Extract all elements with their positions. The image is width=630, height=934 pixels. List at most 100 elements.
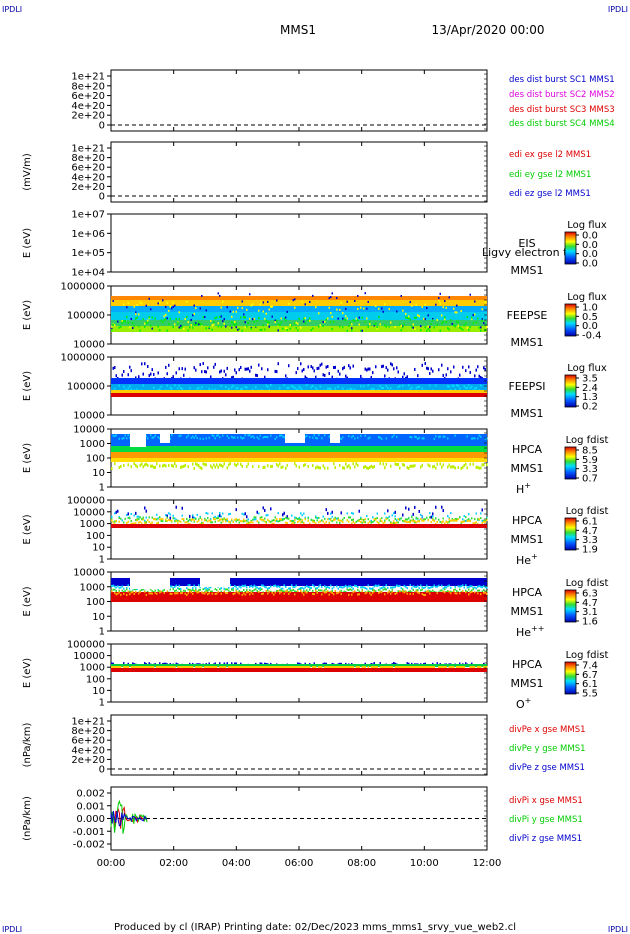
x-tick-label: 08:00 — [347, 858, 376, 869]
instrument-label: HPCA — [512, 658, 543, 671]
x-tick-label: 12:00 — [473, 858, 502, 869]
colorbar-tick-label: 3.3 — [582, 535, 598, 546]
colorbar-tick-label: 0.5 — [582, 312, 598, 323]
instrument-label: HPCA — [512, 443, 543, 456]
colorbar-tick-label: -0.4 — [582, 331, 602, 342]
legend-entry: des dist burst SC2 MMS2 — [509, 90, 615, 100]
colorbar-title: Log fdist — [566, 435, 609, 446]
colorbar — [564, 446, 577, 480]
colorbar-tick-label: 6.1 — [582, 679, 598, 690]
y-tick-label: 8e+20 — [71, 726, 105, 737]
y-tick-label: 100000 — [67, 311, 105, 322]
y-tick-label: -0.001 — [73, 827, 105, 838]
panel-frame — [110, 499, 488, 560]
colorbar-title: Log flux — [567, 220, 607, 231]
figure-datetime: 13/Apr/2020 00:00 — [431, 23, 544, 37]
y-tick-label: 1 — [99, 698, 105, 709]
panel-5: 1000000 100000 10000 E (eV) FEEPSI MMS1 Log fl… — [22, 353, 607, 422]
spectrogram-content — [111, 505, 488, 528]
spectrogram-content — [111, 662, 488, 672]
legend-entry: des dist burst SC1 MMS1 — [509, 75, 615, 85]
y-tick-label: 1000 — [80, 519, 105, 530]
y-tick-label: 1 — [99, 483, 105, 494]
legend-entry: divPe y gse MMS1 — [509, 744, 586, 754]
spacecraft-label: MMS1 — [511, 533, 544, 546]
y-axis-label: (nPa/km) — [22, 796, 33, 841]
y-tick-label: 6e+20 — [71, 163, 105, 174]
spectrogram-content — [111, 292, 488, 332]
colorbar-tick-label: 0.0 — [582, 249, 598, 260]
y-axis-label: E (eV) — [22, 443, 33, 473]
y-axis-label: E (eV) — [22, 586, 33, 616]
y-tick-label: 2e+20 — [71, 182, 105, 193]
y-tick-label: 0.002 — [76, 789, 105, 800]
y-tick-label: 100000 — [67, 382, 105, 393]
x-tick-label: 06:00 — [285, 858, 314, 869]
spectrogram-content — [111, 362, 488, 397]
y-tick-label: 1e+04 — [71, 268, 105, 279]
colorbar-tick-label: 3.3 — [582, 464, 598, 475]
colorbar-tick-label: 5.5 — [582, 689, 598, 700]
y-tick-label: 1e+21 — [71, 144, 105, 155]
instrument-label: EIS — [518, 237, 535, 250]
panel-8: 10000 1000 100 10 1 E (eV) HPCA MMS1 He++ Log fdi… — [22, 568, 608, 640]
y-tick-label: 10 — [92, 468, 105, 479]
y-tick-label: 4e+20 — [71, 101, 105, 112]
y-tick-label: 1000000 — [60, 282, 105, 293]
y-tick-label: 1e+05 — [71, 248, 105, 259]
spacecraft-label: MMS1 — [511, 677, 544, 690]
x-tick-label: 02:00 — [159, 858, 188, 869]
colorbar — [564, 661, 577, 695]
colorbar-tick-label: 0.0 — [582, 240, 598, 251]
y-tick-label: 10000 — [73, 651, 105, 662]
y-tick-label: 8e+20 — [71, 81, 105, 92]
y-tick-label: -0.002 — [73, 840, 105, 851]
panel-frame — [110, 213, 488, 273]
y-tick-label: 10 — [92, 612, 105, 623]
y-tick-label: 100 — [86, 454, 105, 465]
colorbar-tick-label: 4.7 — [582, 526, 598, 537]
instrument-label: HPCA — [512, 514, 543, 527]
colorbar-tick-label: 0.7 — [582, 474, 598, 485]
colorbar-tick-label: 0.2 — [582, 402, 598, 413]
panel-frame — [110, 714, 488, 776]
colorbar-tick-label: 0.0 — [582, 321, 598, 332]
y-tick-label: 2e+20 — [71, 111, 105, 122]
corner-label-bottom-left: IPDLI — [2, 925, 22, 934]
colorbar — [564, 517, 577, 551]
y-tick-label: 1 — [99, 627, 105, 638]
colorbar — [564, 303, 577, 337]
y-tick-label: 1e+06 — [71, 229, 105, 240]
panel-4: 1000000 100000 10000 E (eV) FEEPSE MMS1 Log fl… — [22, 282, 607, 351]
colorbar-title: Log flux — [567, 292, 607, 303]
legend-entry: des dist burst SC4 MMS4 — [509, 119, 615, 129]
colorbar-tick-label: 3.5 — [582, 374, 598, 385]
colorbar-tick-label: 3.1 — [582, 607, 598, 618]
spectrogram-content — [111, 433, 488, 470]
colorbar-tick-label: 4.7 — [582, 598, 598, 609]
y-tick-label: 100 — [86, 674, 105, 685]
y-tick-label: 100 — [86, 597, 105, 608]
colorbar — [564, 231, 577, 265]
y-axis-label: E (eV) — [22, 514, 33, 544]
colorbar-title: Log flux — [567, 363, 607, 374]
y-axis-label: E (eV) — [22, 371, 33, 401]
overlay-label: Ligvy electron to — [482, 246, 574, 259]
time-axis: 00:00 02:00 04:00 06:00 08:00 10:00 12:00 — [97, 858, 502, 869]
y-tick-label: 1 — [99, 555, 105, 566]
spectrogram-content — [111, 577, 488, 602]
y-tick-label: 10000 — [73, 568, 105, 579]
y-tick-label: 6e+20 — [71, 736, 105, 747]
instrument-label: FEEPSI — [508, 380, 545, 393]
y-tick-label: 1000 — [80, 663, 105, 674]
x-tick-label: 00:00 — [97, 858, 126, 869]
y-axis-label: (nPa/km) — [22, 723, 33, 768]
instrument-label: FEEPSE — [507, 309, 548, 322]
colorbar-tick-label: 1.9 — [582, 545, 598, 556]
corner-label-top-left: IPDLI — [2, 5, 22, 14]
